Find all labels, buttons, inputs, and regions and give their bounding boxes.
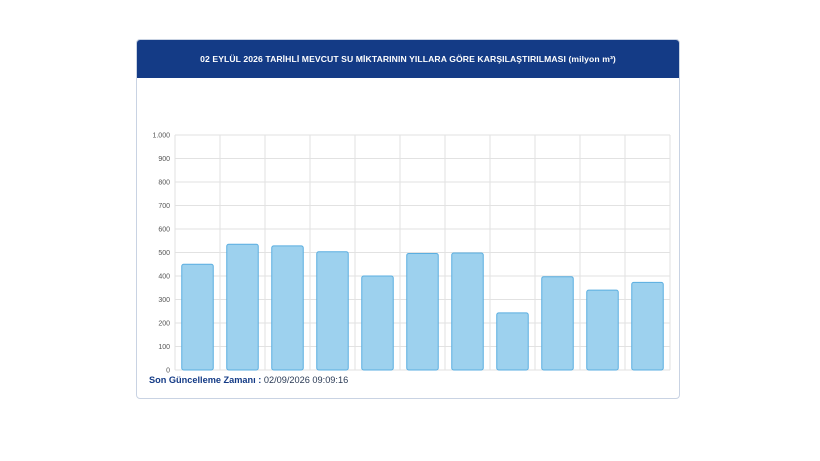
bar-02.09.2017[interactable] — [226, 243, 259, 371]
y-tick-label: 400 — [158, 274, 170, 281]
y-tick-label: 300 — [158, 297, 170, 304]
bar-02.09.2018[interactable] — [271, 245, 304, 371]
y-axis-ticks: 0 100 200 300 400 500 600 700 800 900 1.000 — [152, 133, 170, 375]
y-tick-label: 100 — [158, 344, 170, 351]
y-tick-label: 1.000 — [152, 133, 170, 140]
bar-02.09.2025[interactable] — [586, 289, 619, 371]
y-tick-label: 800 — [158, 180, 170, 187]
y-tick-label: 500 — [158, 250, 170, 257]
y-tick-label: 200 — [158, 321, 170, 328]
last-update: Son Güncelleme Zamanı : 02/09/2026 09:09… — [149, 375, 348, 385]
y-tick-label: 700 — [158, 203, 170, 210]
y-tick-label: 900 — [158, 156, 170, 163]
last-update-label: Son Güncelleme Zamanı : — [149, 375, 262, 385]
bars — [181, 243, 664, 371]
bar-02.09.2022[interactable] — [451, 252, 484, 371]
chart-title: 02 EYLÜL 2026 TARİHLİ MEVCUT SU MİKTARIN… — [137, 40, 679, 78]
bar-02.09.2019[interactable] — [316, 251, 349, 371]
y-tick-label: 600 — [158, 227, 170, 234]
bar-02.09.2020[interactable] — [361, 275, 394, 371]
chart-card: 02 EYLÜL 2026 TARİHLİ MEVCUT SU MİKTARIN… — [136, 39, 680, 399]
bar-02.09.2024[interactable] — [541, 276, 574, 371]
last-update-value: 02/09/2026 09:09:16 — [263, 375, 349, 385]
bar-02.09.2021[interactable] — [406, 252, 439, 371]
y-tick-label: 0 — [166, 368, 170, 375]
bar-02.09.2023[interactable] — [496, 312, 529, 371]
bar-02.09.2016[interactable] — [181, 263, 214, 371]
bar-02.09.2026[interactable] — [631, 281, 664, 371]
